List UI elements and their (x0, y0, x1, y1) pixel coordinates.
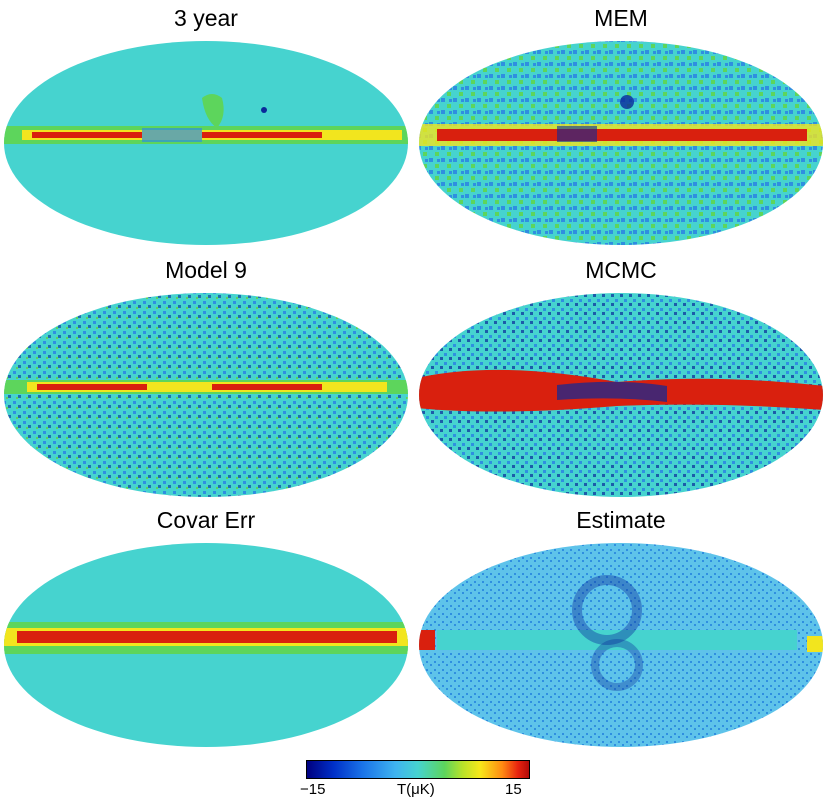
temperature-colorbar: −15 T(μK) 15 (300, 756, 532, 800)
panel-model-9: Model 9 (2, 256, 410, 506)
sky-map-three-year (4, 41, 408, 245)
colorbar-gradient (306, 760, 530, 779)
colorbar-max-label: 15 (505, 781, 522, 798)
panel-mem: MEM (417, 4, 825, 254)
sky-map-model-9 (4, 293, 408, 497)
colorbar-unit-label: T(μK) (397, 781, 435, 798)
sky-map-mcmc (419, 293, 823, 497)
colorbar-min-label: −15 (300, 781, 326, 798)
panel-title: MCMC (585, 257, 657, 283)
panel-three-year: 3 year (2, 4, 410, 254)
panel-title: Model 9 (165, 257, 247, 283)
panel-estimate: Estimate (417, 506, 825, 756)
sky-map-covar-err (4, 543, 408, 747)
panel-title: 3 year (174, 5, 238, 31)
panel-mcmc: MCMC (417, 256, 825, 506)
panel-title: Estimate (576, 507, 666, 533)
panel-covar-err: Covar Err (2, 506, 410, 756)
panel-title: MEM (594, 5, 648, 31)
sky-map-estimate (419, 543, 823, 747)
sky-map-mem (419, 41, 823, 245)
panel-title: Covar Err (156, 507, 256, 533)
